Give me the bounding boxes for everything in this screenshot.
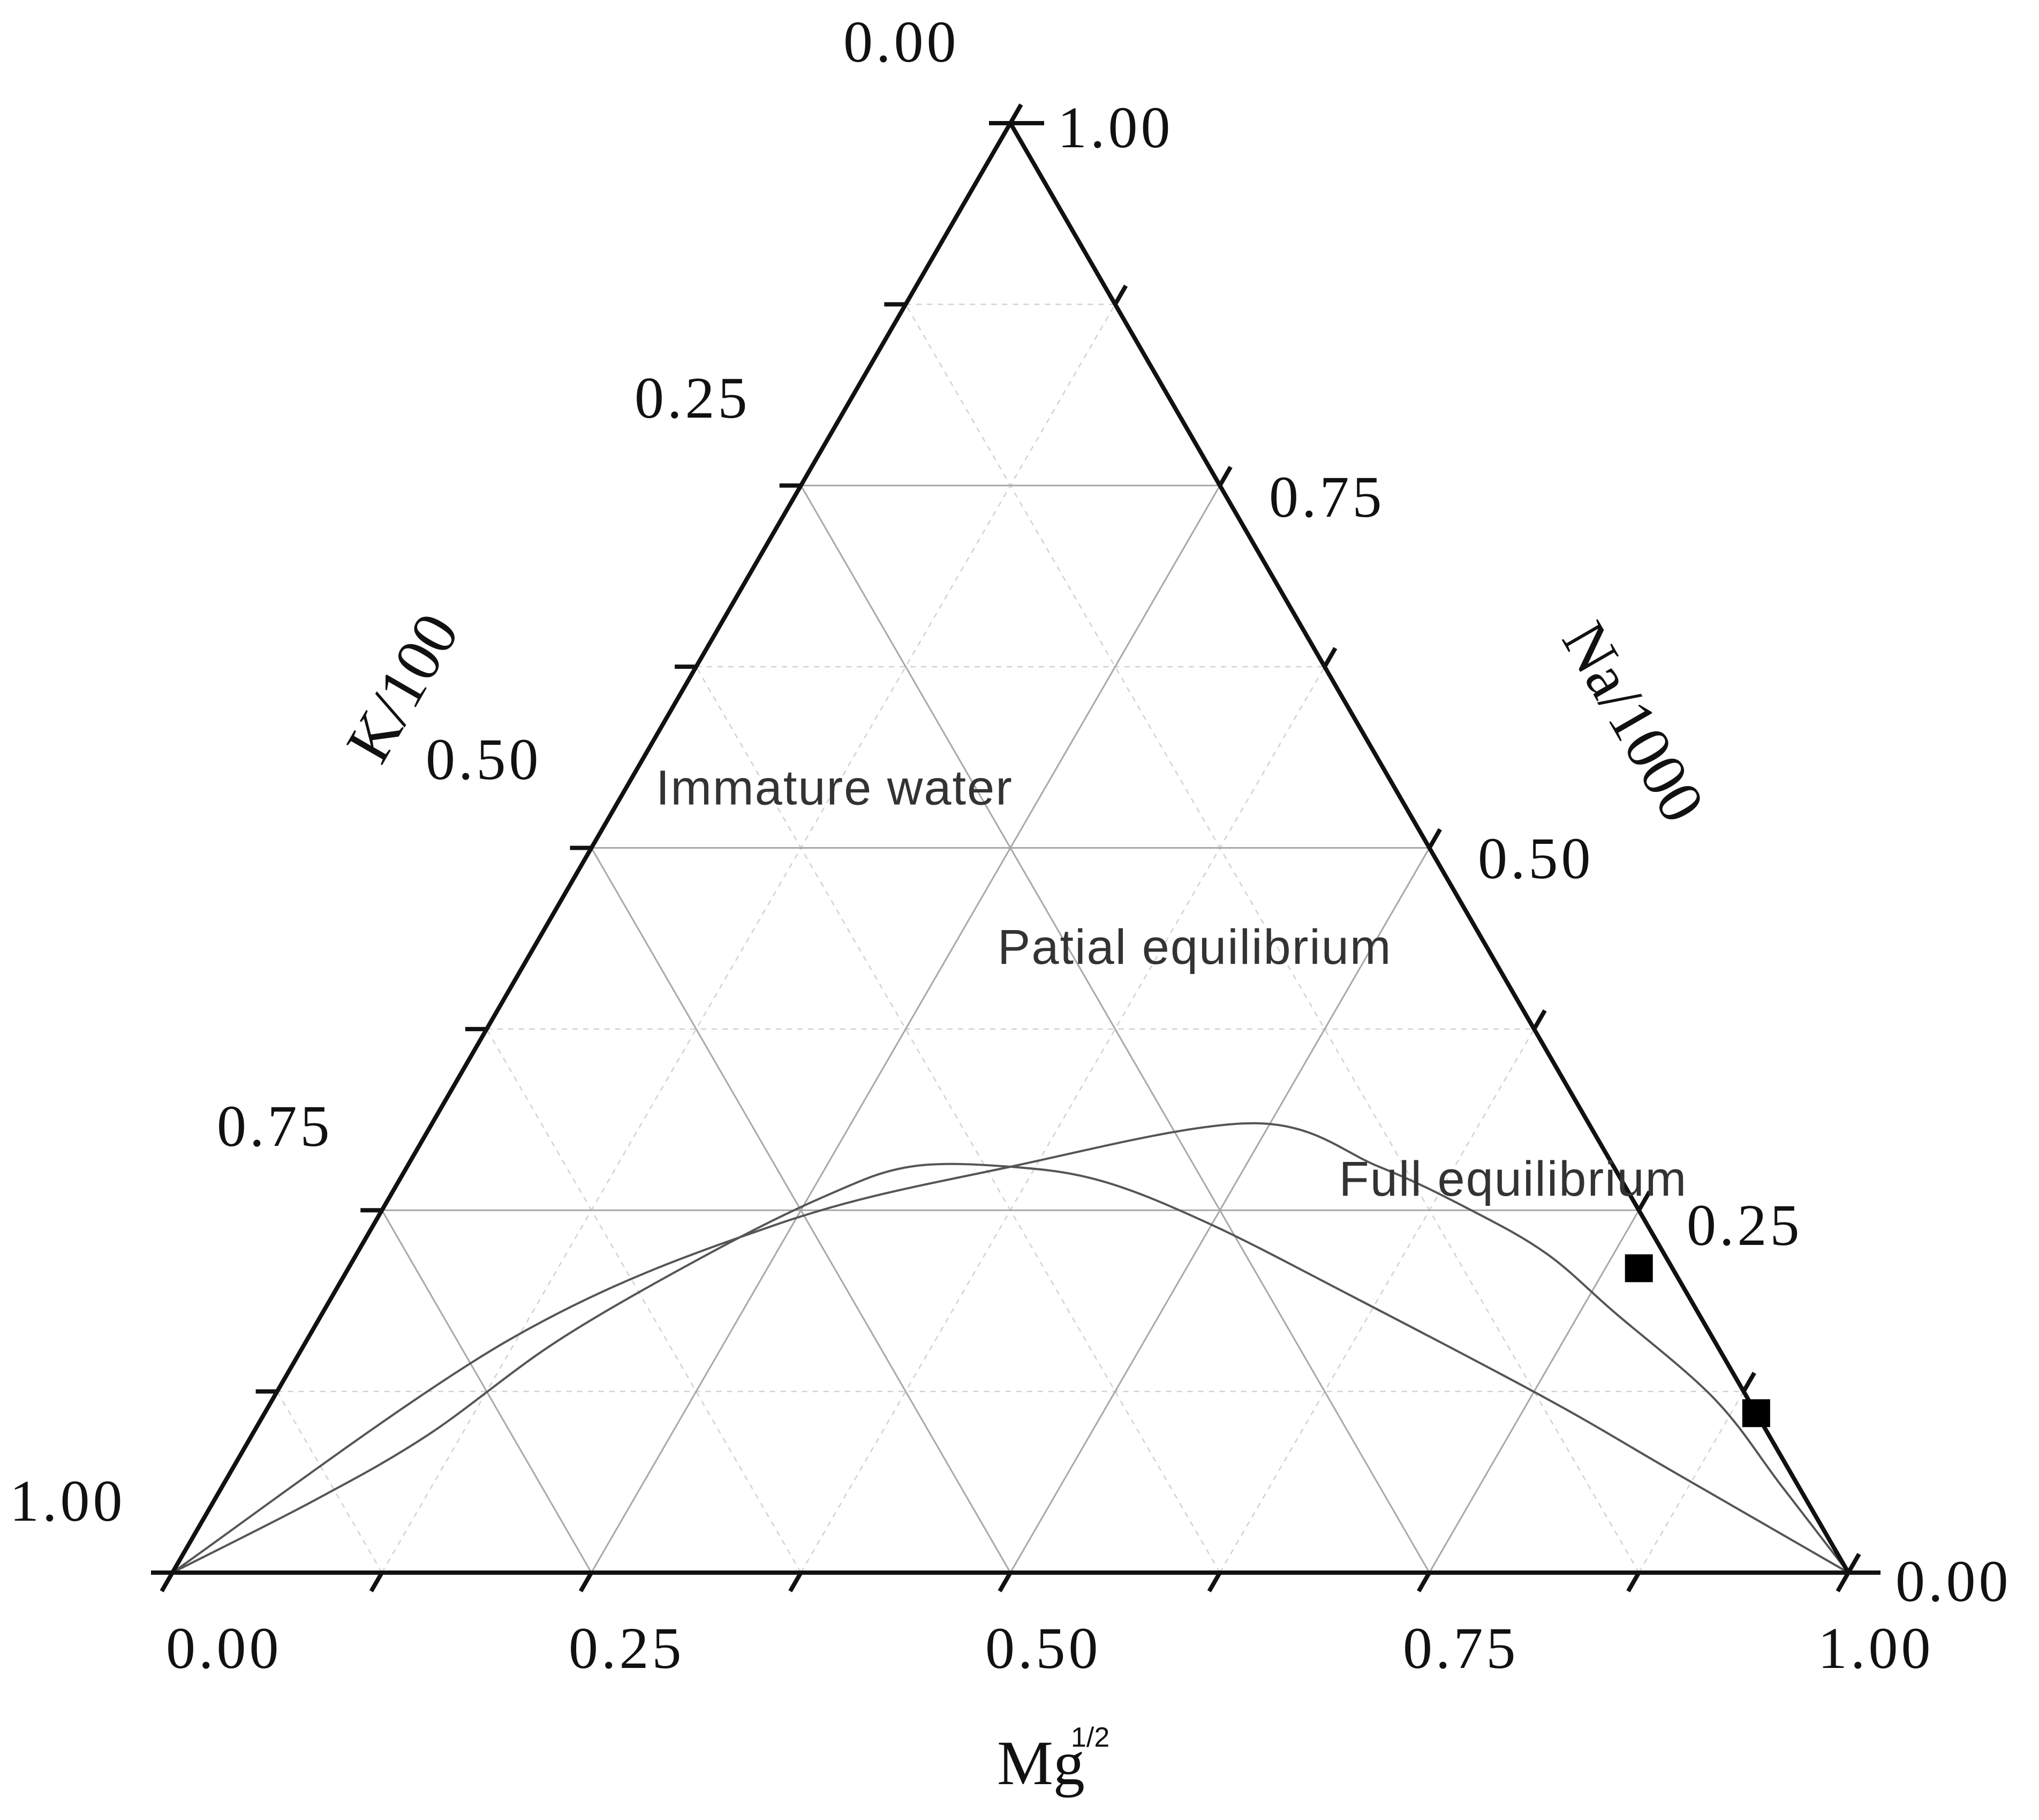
bottom-tick-label: 0.75 (1403, 1615, 1519, 1681)
region-labels: Full equilibrium Patial equilibrium Immatu… (656, 760, 1688, 1206)
right-tick-label: 0.25 (1687, 1192, 1803, 1258)
left-tick-label: 1.00 (10, 1468, 126, 1534)
right-axis-tick (1218, 465, 1233, 487)
right-tick-label: 1.00 (1058, 95, 1174, 160)
data-points (1625, 1254, 1770, 1428)
minor-gridline (1638, 1391, 1745, 1573)
right-axis-tick (1846, 1553, 1861, 1574)
bottom-axis-tick (1836, 1572, 1851, 1592)
boundary-curve-2 (172, 1162, 1849, 1574)
bottom-axis-tick (579, 1572, 593, 1592)
bottom-tick-label: 0.25 (569, 1615, 685, 1681)
region-label: Patial equilibrium (998, 920, 1392, 975)
axis-ticks (151, 103, 1881, 1592)
bottom-axis-tick (1207, 1572, 1222, 1592)
minor-gridline (905, 304, 1640, 1573)
right-axis-tick (1323, 647, 1338, 668)
right-axis-label: Na/1000 (1549, 610, 1718, 834)
right-tick-label: 0.75 (1269, 464, 1385, 530)
bottom-tick-label: 0.00 (166, 1615, 282, 1681)
bottom-axis-label: Mg (997, 1728, 1085, 1798)
bottom-tick-label: 1.00 (1818, 1615, 1934, 1681)
major-gridline (1009, 847, 1430, 1573)
region-label: Full equilibrium (1339, 1152, 1688, 1206)
minor-gridline (381, 304, 1116, 1573)
left-tick-label: 0.75 (217, 1093, 333, 1159)
right-axis-tick (1532, 1009, 1547, 1030)
boundary-curves (171, 1122, 1849, 1574)
region-label: Immature water (656, 760, 1013, 815)
bottom-axis-tick (1626, 1572, 1641, 1592)
right-tick-label: 0.50 (1478, 826, 1594, 891)
data-point (1625, 1254, 1653, 1282)
right-tick-label: 0.00 (1895, 1549, 2012, 1614)
minor-gridline (800, 666, 1325, 1573)
major-gridlines (381, 485, 1640, 1573)
right-axis-tick (1741, 1371, 1756, 1393)
bottom-axis-tick (369, 1572, 384, 1592)
left-tick-label: 0.00 (843, 9, 960, 74)
tick-labels: 0.00 0.25 0.50 0.75 1.00 1.00 0.75 0.50 0.25 0.00… (10, 9, 2012, 1681)
bottom-axis-tick (160, 1572, 175, 1592)
data-point (1742, 1399, 1770, 1428)
bottom-axis-tick (1417, 1572, 1431, 1592)
bottom-axis-tick (788, 1572, 803, 1592)
right-axis-tick (1008, 103, 1023, 124)
bottom-axis-tick (998, 1572, 1013, 1592)
bottom-axis-label-superscript: 1/2 (1071, 1722, 1109, 1753)
minor-gridline (696, 666, 1221, 1573)
bottom-tick-label: 0.50 (985, 1615, 1101, 1681)
minor-gridline (276, 1391, 383, 1573)
minor-gridlines (276, 304, 1745, 1573)
left-tick-label: 0.50 (426, 727, 542, 792)
minor-gridline (486, 1029, 802, 1573)
boundary-curve-1 (171, 1122, 1849, 1574)
right-axis-tick (1637, 1190, 1652, 1212)
right-axis-tick (1428, 828, 1442, 849)
right-axis-tick (1113, 284, 1128, 306)
major-gridline (591, 485, 1221, 1573)
major-gridline (591, 847, 1011, 1573)
major-gridline (800, 485, 1430, 1573)
left-tick-label: 0.25 (635, 365, 751, 431)
bottom-axis-title: Mg 1/2 (997, 1722, 1109, 1798)
minor-gridline (1219, 1029, 1535, 1573)
